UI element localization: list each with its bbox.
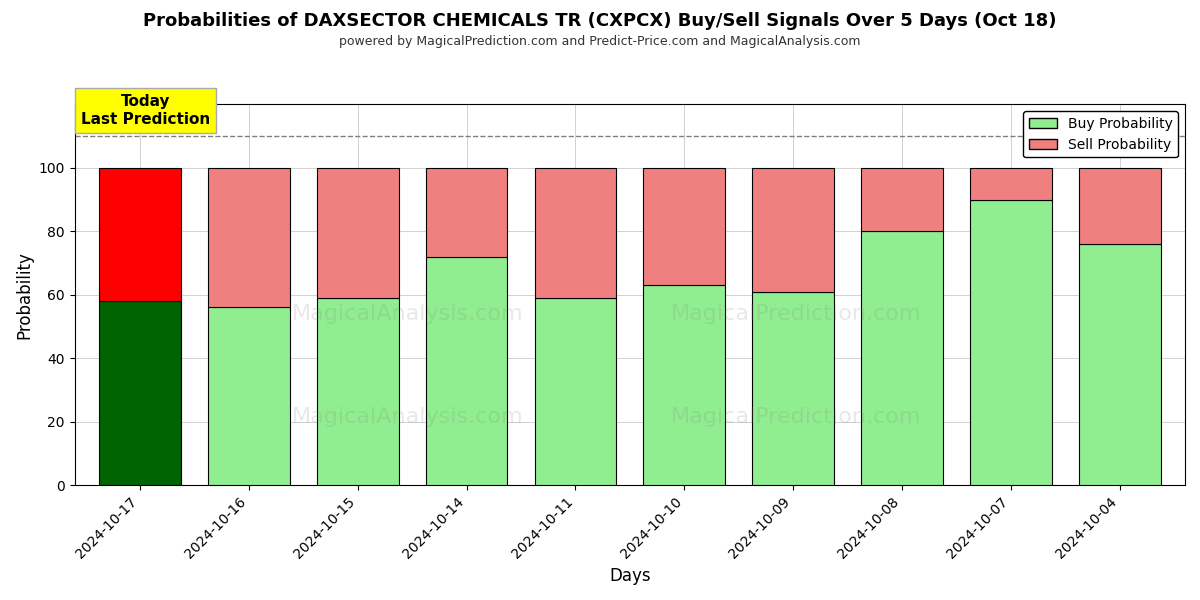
Bar: [1079, 168, 1160, 244]
Bar: [970, 168, 1051, 200]
Text: MagicalPrediction.com: MagicalPrediction.com: [671, 304, 922, 324]
Text: MagicalAnalysis.com: MagicalAnalysis.com: [292, 304, 523, 324]
Bar: [534, 298, 617, 485]
Y-axis label: Probability: Probability: [16, 251, 34, 339]
Text: Today
Last Prediction: Today Last Prediction: [80, 94, 210, 127]
Bar: [208, 307, 289, 485]
Text: MagicalPrediction.com: MagicalPrediction.com: [671, 407, 922, 427]
Bar: [752, 168, 834, 292]
Bar: [643, 285, 725, 485]
Bar: [752, 292, 834, 485]
Bar: [208, 168, 289, 307]
Text: powered by MagicalPrediction.com and Predict-Price.com and MagicalAnalysis.com: powered by MagicalPrediction.com and Pre…: [340, 35, 860, 48]
Bar: [317, 168, 398, 298]
Text: MagicalAnalysis.com: MagicalAnalysis.com: [292, 407, 523, 427]
Bar: [317, 298, 398, 485]
Text: Probabilities of DAXSECTOR CHEMICALS TR (CXPCX) Buy/Sell Signals Over 5 Days (Oc: Probabilities of DAXSECTOR CHEMICALS TR …: [143, 12, 1057, 30]
Legend: Buy Probability, Sell Probability: Buy Probability, Sell Probability: [1024, 112, 1178, 157]
Bar: [643, 168, 725, 285]
X-axis label: Days: Days: [610, 567, 650, 585]
Bar: [862, 232, 943, 485]
Bar: [100, 301, 181, 485]
Bar: [100, 168, 181, 301]
Bar: [1079, 244, 1160, 485]
Bar: [534, 168, 617, 298]
Bar: [426, 257, 508, 485]
Bar: [970, 200, 1051, 485]
Bar: [426, 168, 508, 257]
Bar: [862, 168, 943, 232]
